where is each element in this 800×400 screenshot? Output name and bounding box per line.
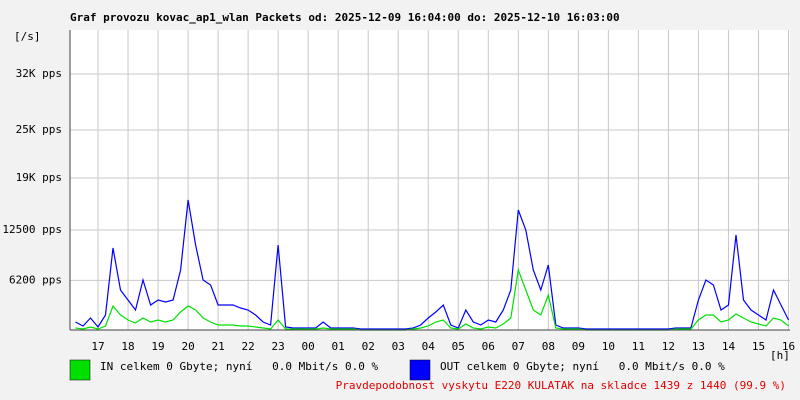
x-tick-label: 09 xyxy=(572,340,585,353)
x-tick-label: 06 xyxy=(482,340,495,353)
x-tick-label: 16 xyxy=(782,340,795,353)
x-tick-label: 04 xyxy=(422,340,436,353)
x-tick-label: 01 xyxy=(332,340,345,353)
x-tick-label: 00 xyxy=(302,340,315,353)
x-tick-label: 22 xyxy=(241,340,254,353)
x-tick-label: 15 xyxy=(752,340,765,353)
y-tick-label: 19K pps xyxy=(16,171,62,184)
legend-label: IN celkem 0 Gbyte; nyní 0.0 Mbit/s 0.0 % xyxy=(100,360,379,373)
legend-swatch xyxy=(409,359,431,381)
x-tick-label: 10 xyxy=(602,340,615,353)
x-tick-label: 03 xyxy=(392,340,405,353)
legend-swatch xyxy=(69,359,91,381)
series-line xyxy=(75,199,790,330)
footer-note: Pravdepodobnost vyskytu E220 KULATAK na … xyxy=(336,379,786,392)
plot-area xyxy=(70,30,790,330)
x-tick-label: 19 xyxy=(151,340,164,353)
x-tick-label: 23 xyxy=(272,340,285,353)
x-tick-label: 20 xyxy=(181,340,194,353)
x-tick-label: 05 xyxy=(452,340,465,353)
x-tick-label: 13 xyxy=(692,340,705,353)
x-tick-label: 14 xyxy=(722,340,736,353)
x-tick-label: 12 xyxy=(662,340,675,353)
x-tick-label: 07 xyxy=(512,340,525,353)
x-axis-label: [h] xyxy=(770,349,790,362)
x-tick-label: 21 xyxy=(211,340,224,353)
y-tick-label: 6200 pps xyxy=(9,273,62,286)
x-tick-label: 11 xyxy=(632,340,645,353)
y-tick-label: 32K pps xyxy=(16,67,62,80)
chart-title: Graf provozu kovac_ap1_wlan Packets od: … xyxy=(70,11,620,24)
y-tick-label: 25K pps xyxy=(16,123,62,136)
x-tick-label: 17 xyxy=(91,340,104,353)
x-tick-label: 18 xyxy=(121,340,134,353)
legend-label: OUT celkem 0 Gbyte; nyní 0.0 Mbit/s 0.0 … xyxy=(440,360,725,373)
y-axis-label: [/s] xyxy=(14,30,41,43)
y-tick-label: 12500 pps xyxy=(2,223,62,236)
x-tick-label: 08 xyxy=(542,340,555,353)
x-tick-label: 02 xyxy=(362,340,375,353)
